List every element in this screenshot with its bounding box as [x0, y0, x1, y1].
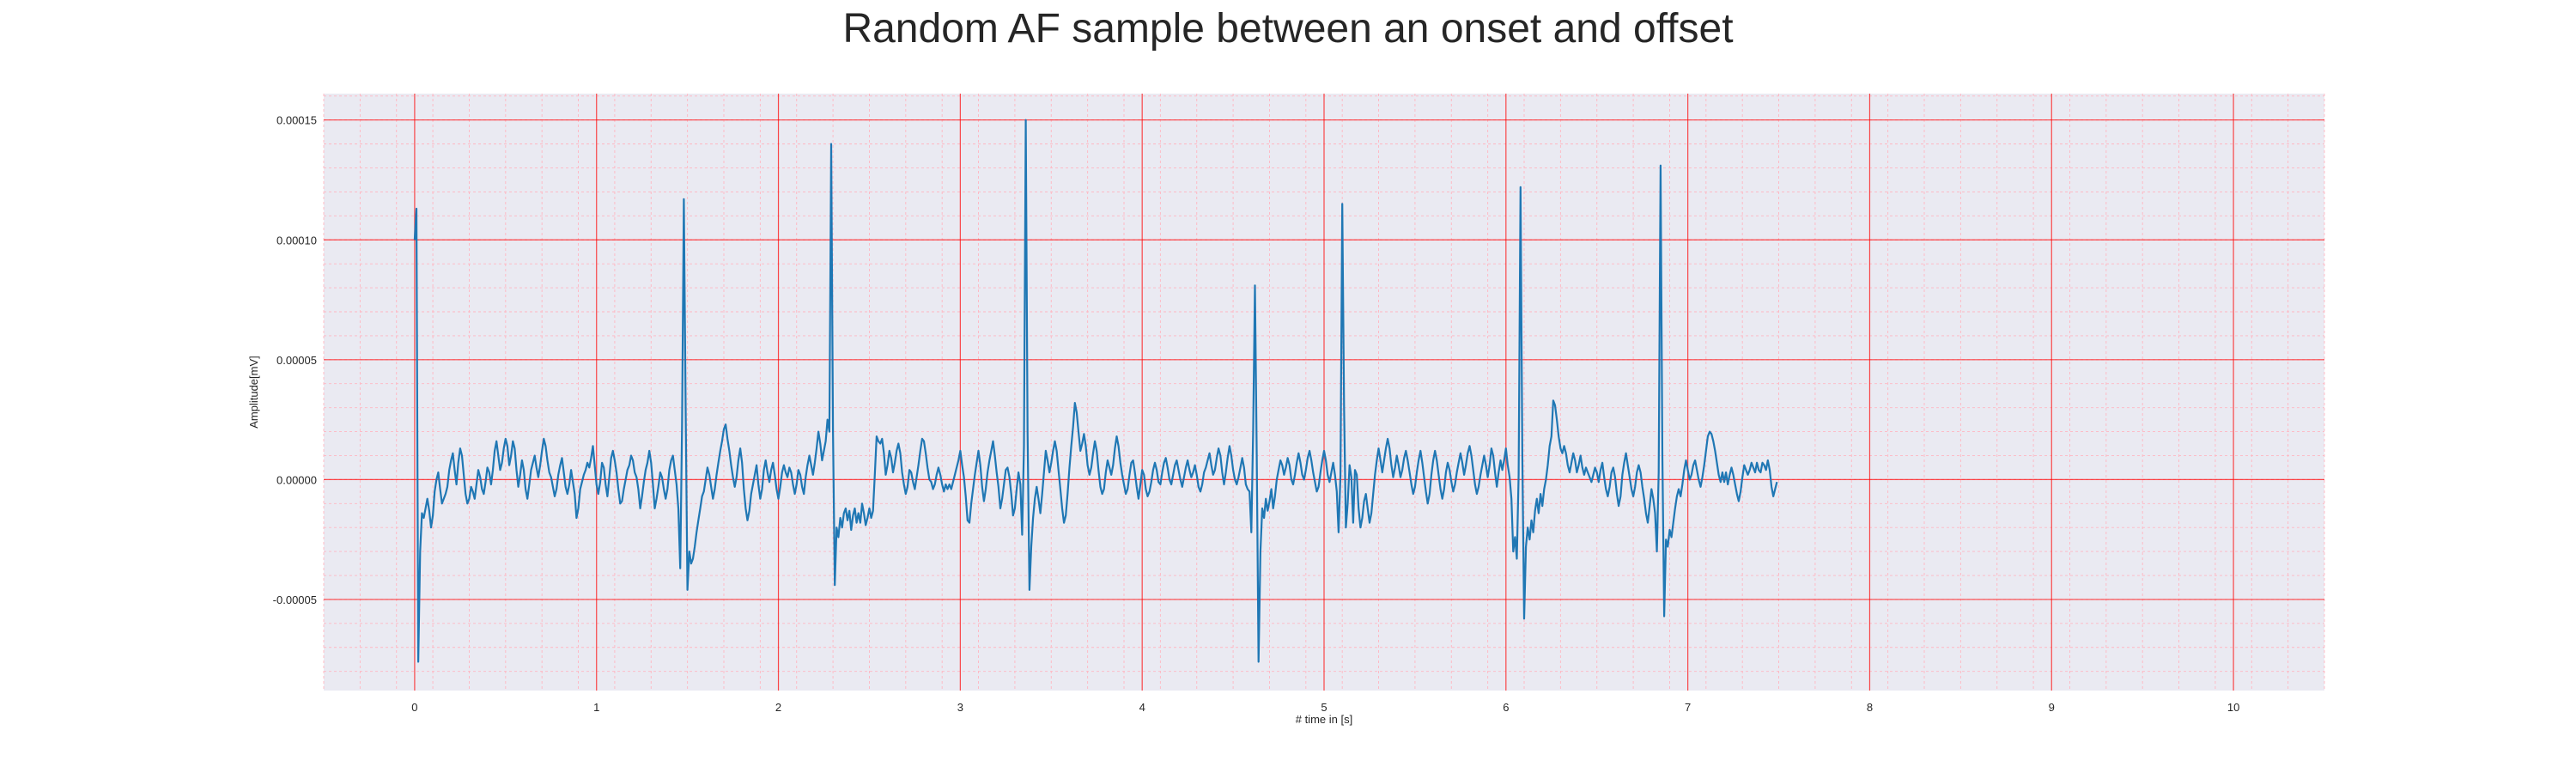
major-grid — [324, 94, 2324, 691]
y-axis-tick-labels: 0.00015 0.00010 0.00005 0.00000 -0.00005 — [273, 114, 317, 606]
y-tick-label: 0.00015 — [276, 114, 317, 127]
x-tick-label: 7 — [1685, 701, 1691, 714]
chart-title: Random AF sample between an onset and of… — [842, 6, 1734, 52]
x-tick-label: 4 — [1139, 701, 1145, 714]
x-tick-label: 2 — [775, 701, 781, 714]
x-tick-label: 6 — [1503, 701, 1509, 714]
x-tick-label: 1 — [593, 701, 599, 714]
x-tick-label: 5 — [1321, 701, 1327, 714]
x-axis-label: # time in [s] — [1296, 713, 1352, 726]
x-tick-label: 8 — [1867, 701, 1873, 714]
x-tick-label: 3 — [957, 701, 963, 714]
y-axis-label: Amplitude[mV] — [247, 356, 260, 429]
x-tick-label: 9 — [2049, 701, 2055, 714]
ecg-series-line — [413, 119, 1778, 663]
x-tick-label: 0 — [411, 701, 417, 714]
y-tick-label: 0.00000 — [276, 473, 317, 486]
x-axis-tick-labels: 0 1 2 3 4 5 6 7 8 9 10 — [411, 701, 2239, 714]
y-tick-label: -0.00005 — [273, 593, 317, 606]
y-tick-label: 0.00005 — [276, 354, 317, 367]
x-tick-label: 10 — [2227, 701, 2239, 714]
y-tick-label: 0.00010 — [276, 234, 317, 247]
